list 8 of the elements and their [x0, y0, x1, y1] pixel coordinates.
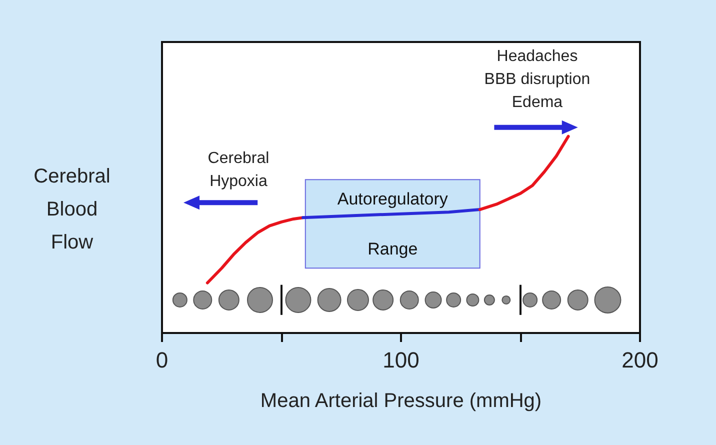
y-axis-title: Cerebral Blood Flow — [34, 166, 110, 254]
x-tick-label: 200 — [622, 348, 658, 372]
x-axis-title: Mean Arterial Pressure (mmHg) — [260, 390, 542, 412]
annotation: Cerebral Hypoxia — [208, 150, 270, 190]
text: Autoregulatory Range — [337, 189, 448, 258]
x-tick-label: 0 — [156, 348, 168, 372]
text: Headaches BBB disruption Edema — [484, 48, 590, 111]
x-tick-label: 100 — [382, 348, 420, 372]
